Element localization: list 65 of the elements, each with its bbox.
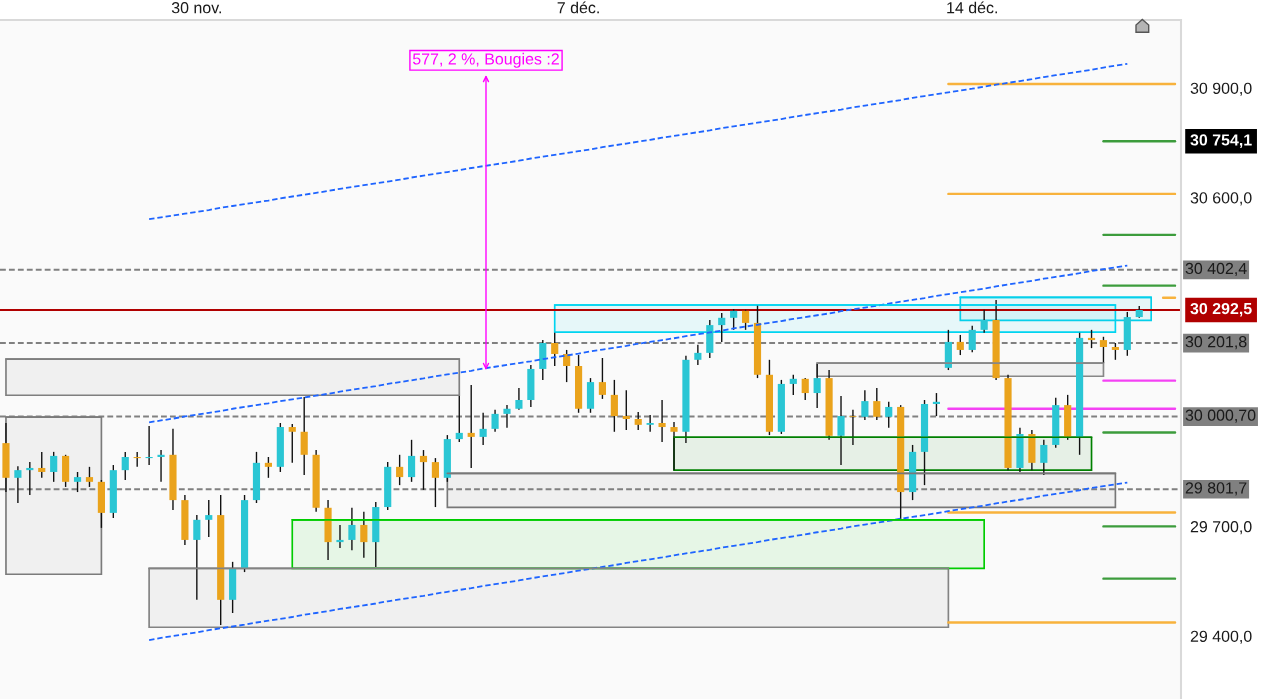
candlestick: [348, 507, 356, 551]
y-tick-label: 29 700,0: [1190, 521, 1252, 535]
candlestick: [718, 312, 726, 343]
candlestick: [742, 309, 750, 331]
ref-line-label: 30 402,4: [1185, 262, 1247, 276]
candlestick: [730, 308, 738, 331]
candlestick: [121, 451, 129, 481]
candlestick: [885, 401, 893, 429]
candlestick: [491, 409, 499, 433]
candlestick: [551, 332, 559, 367]
x-tick-label: 7 déc.: [557, 1, 599, 14]
candlestick: [288, 423, 296, 464]
annotation: 577, 2 %, Bougies :2: [412, 52, 559, 68]
candlestick: [38, 451, 46, 479]
ref-line-label: 30 000,70: [1185, 409, 1256, 423]
candlestick: [455, 395, 463, 443]
ref-line-label: 30 292,5: [1190, 302, 1252, 317]
candlestick: [407, 439, 416, 483]
candlestick: [861, 389, 869, 421]
candlestick: [264, 456, 272, 479]
candlestick: [694, 344, 702, 366]
candlestick: [956, 334, 964, 356]
candlestick: [300, 396, 308, 476]
series-label: 30 754,1: [1190, 134, 1252, 148]
candlestick: [837, 395, 845, 466]
ref-line-label: 29 801,7: [1185, 482, 1247, 496]
candlestick: [789, 374, 797, 396]
candlestick: [396, 454, 404, 486]
y-tick-label: 29 400,0: [1190, 630, 1252, 644]
candlestick: [205, 499, 213, 538]
candlestick: [658, 399, 666, 443]
candlestick: [360, 511, 368, 559]
candlestick: [467, 384, 475, 469]
candlestick: [622, 389, 630, 431]
candlestick: [503, 404, 511, 429]
candlestick: [968, 325, 976, 353]
candlestick: [980, 309, 988, 334]
candlestick: [431, 457, 439, 508]
candlestick: [336, 524, 344, 549]
line-series: [148, 481, 1129, 641]
candlestick: [157, 449, 165, 483]
y-tick-label: 30 900,0: [1190, 82, 1252, 96]
line-series: [148, 264, 1129, 424]
candlestick: [1040, 439, 1048, 476]
candlestick: [419, 449, 428, 491]
candlestick: [610, 379, 618, 433]
candlestick: [193, 514, 201, 601]
candlestick: [873, 387, 881, 421]
candlestick: [598, 357, 607, 400]
x-tick-label: 30 nov.: [171, 2, 221, 14]
x-tick-label: 14 déc.: [947, 1, 997, 14]
candlestick: [515, 387, 523, 411]
candlestick: [50, 451, 58, 483]
candlestick: [813, 363, 821, 409]
candlestick: [1099, 336, 1108, 364]
candlestick: [14, 465, 22, 504]
candlestick: [479, 412, 487, 446]
ref-line-label: 30 201,8: [1185, 336, 1247, 350]
candlestick: [670, 421, 678, 471]
y-tick-label: 30 600,0: [1190, 192, 1252, 206]
candlestick: [849, 409, 857, 446]
candlestick: [73, 471, 82, 493]
candlestick: [646, 414, 654, 433]
candlestick: [801, 377, 809, 401]
candlestick: [85, 466, 94, 488]
